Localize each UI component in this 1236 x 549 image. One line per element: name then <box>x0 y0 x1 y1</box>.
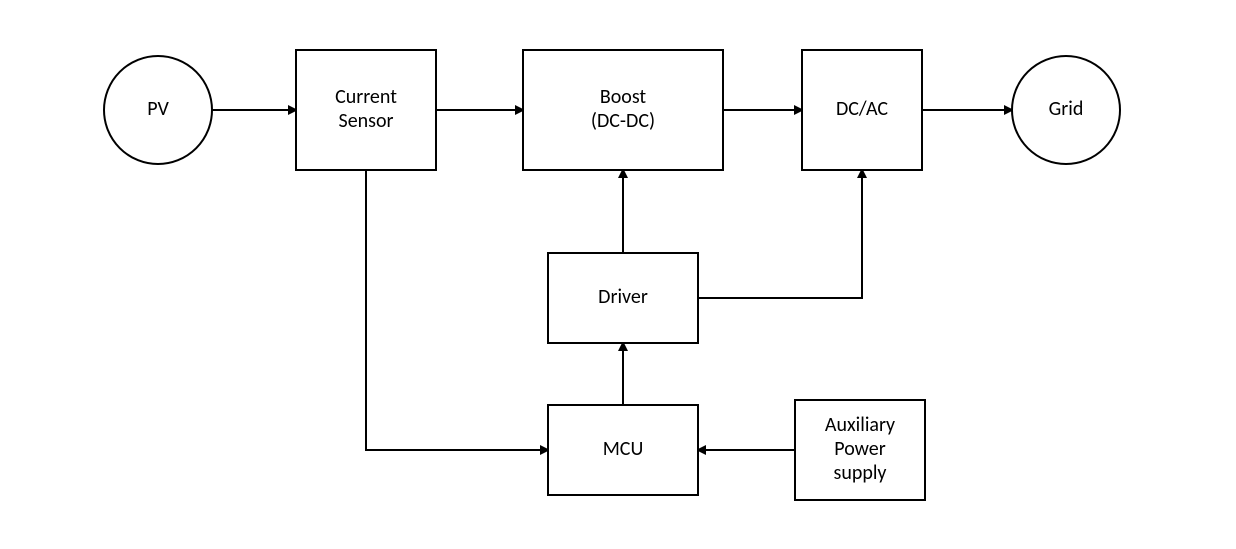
node-pv: PV <box>104 56 212 164</box>
edge-e-sensor-mcu <box>366 170 548 450</box>
node-boost: Boost(DC-DC) <box>523 50 723 170</box>
node-aux: AuxiliaryPowersupply <box>795 400 925 500</box>
node-label-mcu: MCU <box>603 437 644 461</box>
edge-e-driver-dcac <box>698 170 862 298</box>
node-label-sensor-line1: Sensor <box>339 109 394 133</box>
node-label-boost-line0: Boost <box>600 85 647 109</box>
block-diagram: PV CurrentSensor Boost(DC-DC) DC/AC Grid Driv… <box>0 0 1236 549</box>
node-label-aux-line0: Auxiliary <box>825 413 895 437</box>
node-label-sensor-line0: Current <box>335 85 397 109</box>
node-driver: Driver <box>548 253 698 343</box>
node-grid: Grid <box>1012 56 1120 164</box>
node-label-dcac: DC/AC <box>836 97 888 121</box>
node-label-boost-line1: (DC-DC) <box>591 109 655 133</box>
node-mcu: MCU <box>548 405 698 495</box>
node-label-aux-line2: supply <box>834 461 887 485</box>
node-dcac: DC/AC <box>802 50 922 170</box>
nodes-layer: PV CurrentSensor Boost(DC-DC) DC/AC Grid Driv… <box>104 50 1120 500</box>
node-label-driver: Driver <box>598 285 648 309</box>
node-label-grid: Grid <box>1049 97 1084 121</box>
node-label-aux-line1: Power <box>834 437 885 461</box>
node-label-pv: PV <box>147 97 169 121</box>
node-sensor: CurrentSensor <box>296 50 436 170</box>
